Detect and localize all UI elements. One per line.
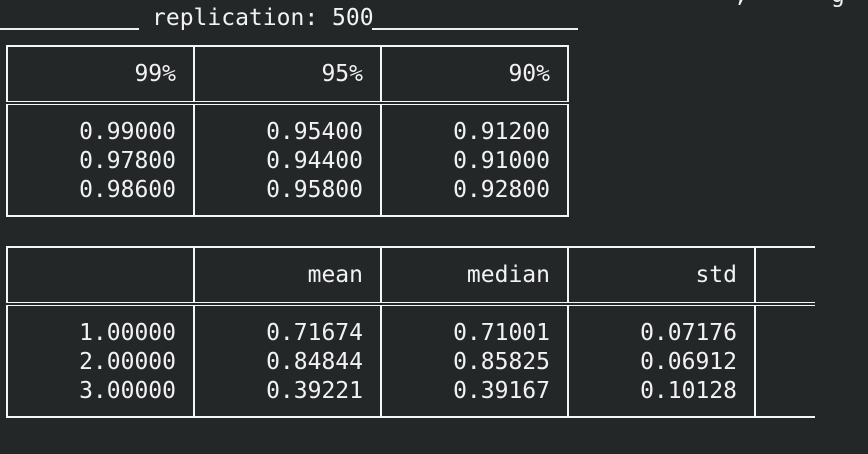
stats-cell-clipped [754,303,815,418]
coverage-cell-95: 0.95400 0.94400 0.95800 [193,102,382,217]
stats-body-row: 1.00000 2.00000 3.00000 0.71674 0.84844 … [6,303,815,418]
stats-col-median: median [380,246,569,306]
table-cell: 2.00000 [79,348,176,375]
table-cell: 3.00000 [79,377,176,404]
stats-cell-std: 0.07176 0.06912 0.10128 [567,303,756,418]
coverage-col-99: 99% [6,45,195,105]
clipped-top-text: , g [0,0,845,8]
header-rule-left [0,28,139,30]
stats-cell-mean: 0.71674 0.84844 0.39221 [193,303,382,418]
header-rule-right [372,28,578,30]
stats-cell-median: 0.71001 0.85825 0.39167 [380,303,569,418]
coverage-header-row: 99% 95% 90% [6,45,569,105]
coverage-body-row: 0.99000 0.97800 0.98600 0.95400 0.94400 … [6,102,569,217]
stats-table: mean median std 1.00000 2.00000 3.00000 … [6,246,815,418]
table-cell: 0.07176 [640,319,737,346]
table-cell: 0.10128 [640,377,737,404]
replication-label: replication: 500 [152,5,374,31]
stats-col-mean: mean [193,246,382,306]
stats-col-clipped [754,246,815,306]
table-cell: 0.91200 [453,118,550,145]
table-cell: 0.85825 [453,348,550,375]
table-cell: 0.97800 [79,147,176,174]
table-cell: 0.91000 [453,147,550,174]
replication-header: replication: 500 , g [0,0,868,36]
coverage-table: 99% 95% 90% 0.99000 0.97800 0.98600 0.95… [6,45,569,217]
table-cell: 0.98600 [79,176,176,203]
coverage-col-95: 95% [193,45,382,105]
table-cell: 0.99000 [79,118,176,145]
coverage-cell-90: 0.91200 0.91000 0.92800 [380,102,569,217]
stats-col-index [6,246,195,306]
stats-header-row: mean median std [6,246,815,306]
table-cell: 0.39221 [266,377,363,404]
coverage-cell-99: 0.99000 0.97800 0.98600 [6,102,195,217]
table-cell: 0.92800 [453,176,550,203]
coverage-col-90: 90% [380,45,569,105]
table-cell: 0.94400 [266,147,363,174]
table-cell: 0.95800 [266,176,363,203]
stats-col-std: std [567,246,756,306]
table-cell: 1.00000 [79,319,176,346]
table-cell: 0.39167 [453,377,550,404]
table-cell: 0.95400 [266,118,363,145]
table-cell: 0.71674 [266,319,363,346]
stats-cell-index: 1.00000 2.00000 3.00000 [6,303,195,418]
table-cell: 0.06912 [640,348,737,375]
table-cell: 0.71001 [453,319,550,346]
table-cell: 0.84844 [266,348,363,375]
